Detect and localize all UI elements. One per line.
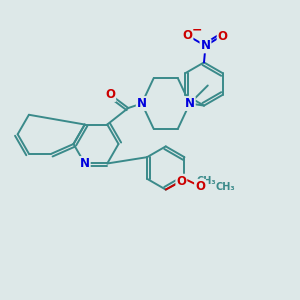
Text: O: O: [105, 88, 115, 101]
Text: O: O: [195, 180, 205, 193]
Text: N: N: [137, 97, 147, 110]
Text: CH₃: CH₃: [197, 176, 217, 186]
Text: N: N: [80, 157, 90, 170]
Text: O: O: [176, 175, 186, 188]
Text: N: N: [200, 39, 211, 52]
Text: O: O: [182, 28, 193, 42]
Text: N: N: [185, 97, 195, 110]
Text: CH₃: CH₃: [216, 182, 235, 192]
Text: −: −: [192, 23, 202, 36]
Text: O: O: [218, 30, 228, 44]
